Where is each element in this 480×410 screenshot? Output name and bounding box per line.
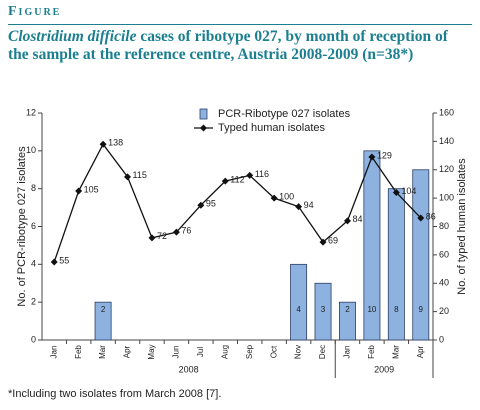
x-tick-label: Jan [343,346,352,359]
line-marker [50,258,58,266]
y2-tick-label: 100 [439,193,454,203]
y-tick-label: 6 [31,221,36,231]
bar-value-label: 2 [101,305,106,314]
line-marker [295,203,303,211]
x-tick-label: Aug [220,345,229,359]
line-marker [99,140,107,148]
bar-value-label: 9 [419,305,424,314]
y2-tick-label: 40 [439,278,449,288]
line-value-label: 72 [157,231,167,241]
line-value-label: 94 [304,200,314,210]
line-value-label: 104 [401,186,416,196]
x-tick-label: Nov [294,345,303,359]
line-marker [172,228,180,236]
line [53,142,422,263]
group-label: 2009 [374,364,394,374]
y2-tick-label: 80 [439,221,449,231]
line-value-label: 138 [108,138,123,148]
y2-tick-label: 0 [439,334,444,344]
line-value-label: 84 [352,214,362,224]
legend-marker [200,124,207,132]
line-marker [124,173,132,181]
title-species: Clostridium difficile [8,28,137,45]
y2-tick-label: 20 [439,306,449,316]
line-marker [75,187,83,195]
line-marker [270,194,278,202]
y-tick-label: 12 [26,107,36,117]
bar [290,263,308,341]
line-value-label: 116 [255,169,269,179]
x-tick-label: Feb [74,345,83,359]
x-tick-label: Sep [245,344,254,359]
line-value-label: 112 [230,174,244,184]
y2-tick-label: 120 [439,164,454,174]
x-tick-label: Mar [391,345,400,359]
line-marker [319,238,327,246]
x-tick-label: Feb [367,345,376,359]
legend-label: Typed human isolates [218,122,326,134]
line-marker [368,153,376,161]
bar [339,301,356,341]
y-tick-label: 10 [26,145,36,155]
line-value-label: 129 [377,150,392,160]
bar-value-label: 10 [367,305,376,314]
x-tick-label: Jun [172,346,181,359]
bar [412,169,430,341]
bar-value-label: 2 [345,305,350,314]
line-value-label: 95 [206,199,216,209]
line-value-label: 55 [59,255,69,265]
header: Figure [8,4,62,19]
bar-value-label: 3 [321,305,326,314]
line-value-label: 115 [133,170,147,180]
y-tick-label: 8 [31,183,36,193]
title: Clostridium difficile cases of ribotype … [8,28,472,64]
line-marker [343,217,351,225]
x-tick-label: Apr [123,345,132,358]
line-value-label: 76 [181,226,191,236]
line-marker [221,177,229,185]
legend-swatch [199,108,208,120]
bar [314,282,332,341]
line-value-label: 69 [328,235,338,245]
bar-value-label: 8 [394,305,399,314]
line-value-label: 86 [426,211,436,221]
footnote: *Including two isolates from March 2008 … [8,388,222,400]
legend-label: PCR-Ribotype 027 isolates [218,108,351,120]
bar [363,150,381,341]
x-tick-label: Oct [269,345,278,358]
title-text: cases of ribotype 027, by month of recep… [8,28,448,63]
line-marker [392,188,400,196]
line-marker [197,201,205,209]
y2-tick-label: 160 [439,107,454,117]
bar [387,188,405,341]
line-marker [148,234,156,242]
x-tick-label: May [147,344,156,359]
x-tick-label: Mar [98,345,107,359]
x-tick-label: Jan [49,346,58,359]
line-marker [246,171,254,179]
group-label: 2008 [179,364,199,374]
x-tick-label: Apr [416,345,425,358]
line-marker [417,214,425,222]
bar [94,301,112,341]
line-value-label: 105 [84,184,99,194]
y2-axis-label: No. of typed human isolates [456,158,468,295]
y2-tick-label: 60 [439,249,449,259]
bar-value-label: 4 [296,305,301,314]
y-tick-label: 4 [31,259,36,269]
y-tick-label: 0 [31,334,36,344]
x-tick-label: Jul [196,347,205,357]
line-value-label: 100 [279,192,294,202]
y2-tick-label: 140 [439,136,454,146]
y-axis-label: No. of PCR-ribotype 027 isolates [16,146,28,307]
rule [8,24,472,25]
x-tick-label: Dec [318,345,327,359]
y-tick-label: 2 [31,297,36,307]
